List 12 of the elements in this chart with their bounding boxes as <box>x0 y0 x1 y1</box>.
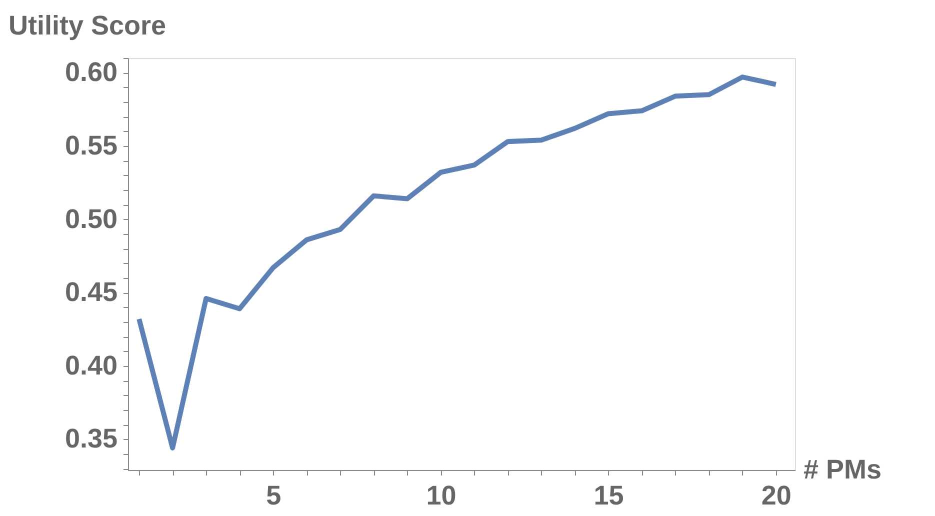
y-tick-label: 0.40 <box>64 350 118 380</box>
x-tick-label: 15 <box>594 480 624 510</box>
x-tick-label: 20 <box>761 480 792 510</box>
y-axis-title: Utility Score <box>8 10 166 40</box>
y-tick-label: 0.50 <box>64 204 118 234</box>
x-tick-label: 5 <box>266 480 282 510</box>
y-tick-label: 0.55 <box>64 130 118 160</box>
x-axis-title: # PMs <box>804 454 882 484</box>
y-tick-label: 0.60 <box>64 57 118 88</box>
y-tick-label: 0.45 <box>64 277 118 308</box>
x-tick-label: 10 <box>426 480 456 510</box>
y-tick-label: 0.35 <box>64 424 118 454</box>
